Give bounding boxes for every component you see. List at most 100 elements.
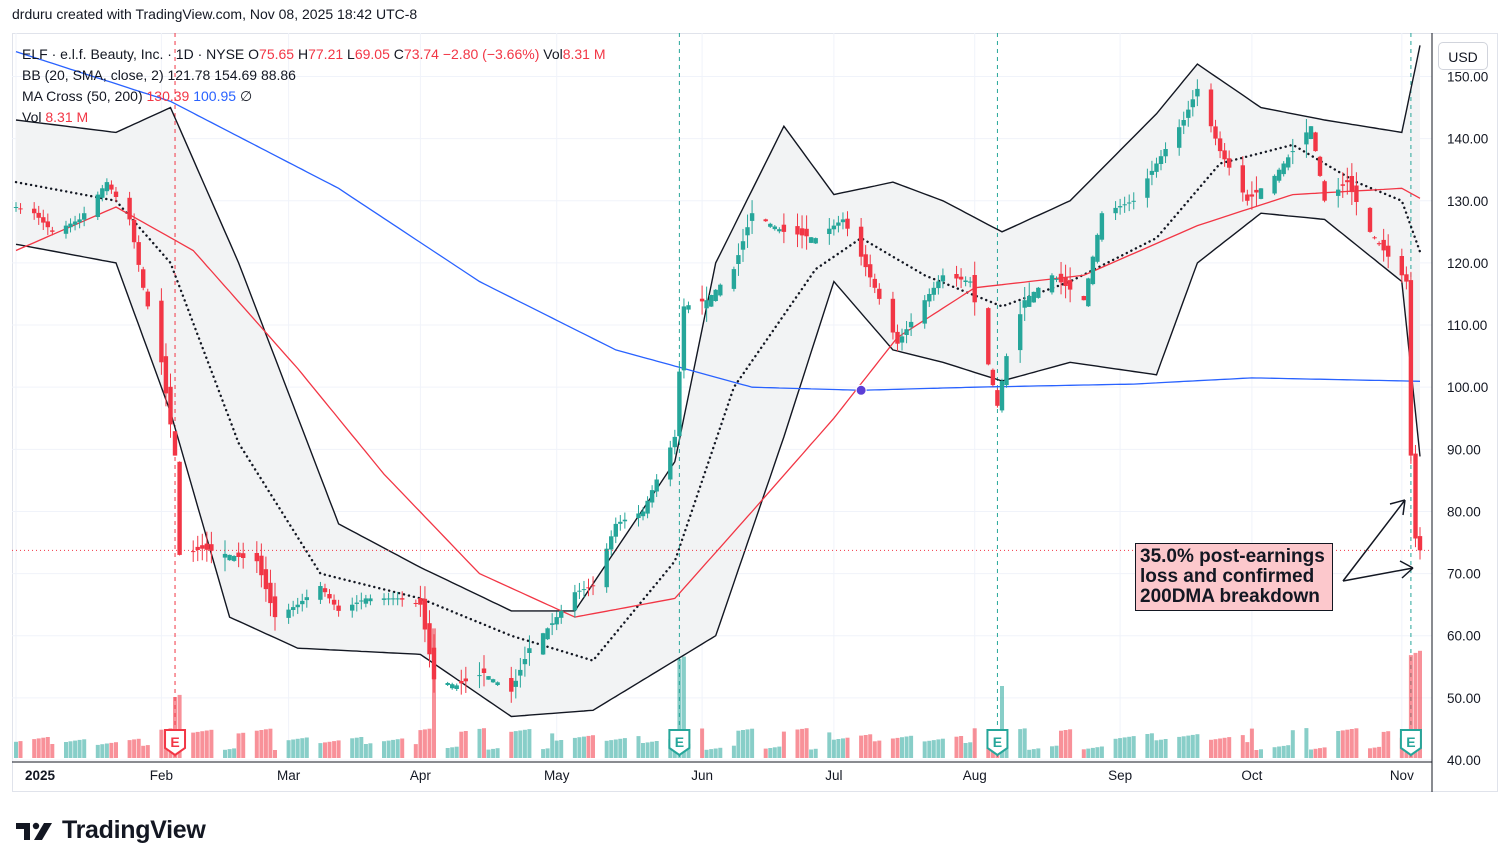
annotation-box[interactable]: 35.0% post-earnings loss and confirmed 2… <box>1135 543 1333 611</box>
volume-bar <box>1322 747 1327 758</box>
candle-body <box>386 598 391 600</box>
volume-bar <box>509 731 514 758</box>
volume-bar <box>609 740 614 758</box>
candle-body <box>922 300 927 324</box>
legend-low: 69.05 <box>354 46 390 62</box>
volume-bar <box>227 749 232 758</box>
candle-body <box>463 678 468 682</box>
volume-bar <box>804 728 809 758</box>
candle-body <box>390 598 396 600</box>
volume-bar <box>1272 747 1277 758</box>
candle-body <box>1417 536 1423 551</box>
volume-bar <box>1195 734 1200 758</box>
volume-bar <box>1309 749 1313 759</box>
volume-bar <box>641 743 645 758</box>
volume-bar <box>768 748 773 758</box>
volume-bar <box>554 740 559 758</box>
candle-body <box>304 597 309 601</box>
legend-vol-label[interactable]: Vol <box>22 109 42 125</box>
candle-body <box>858 226 864 257</box>
candle-body <box>1058 273 1064 283</box>
earnings-badge[interactable] <box>668 729 691 757</box>
y-tick-label: 50.00 <box>1447 691 1481 706</box>
volume-bar <box>450 747 455 758</box>
candle-body <box>618 521 623 524</box>
candle-body <box>1245 194 1250 201</box>
candle-body <box>100 188 105 198</box>
candle-body <box>36 212 41 218</box>
volume-bar <box>681 656 686 758</box>
candle-body <box>1304 132 1309 145</box>
candle-body <box>177 461 182 555</box>
bb-upper-line <box>15 45 1421 612</box>
candle-body <box>581 589 587 591</box>
volume-bar <box>1186 735 1191 758</box>
legend-bb-label[interactable]: BB (20, SMA, close, 2) <box>22 67 164 83</box>
volume-bar <box>613 739 618 758</box>
earnings-badge[interactable] <box>1399 729 1422 757</box>
candle-body <box>109 184 114 190</box>
legend-symbol[interactable]: ELF · e.l.f. Beauty, Inc. · 1D · NYSE <box>22 46 245 62</box>
candle-body <box>745 227 750 236</box>
legend-ma-label[interactable]: MA Cross (50, 200) <box>22 88 143 104</box>
candle-body <box>1154 163 1159 172</box>
legend-high-label: H <box>297 46 309 62</box>
volume-bar <box>495 748 500 758</box>
volume-bar <box>1018 729 1023 758</box>
candle-body <box>172 431 178 456</box>
volume-bar <box>1408 655 1413 758</box>
currency-button[interactable]: USD <box>1438 42 1488 70</box>
candle-body <box>222 553 228 558</box>
candle-body <box>586 587 591 589</box>
candle-body <box>1254 189 1259 193</box>
x-tick-label: Aug <box>963 768 987 783</box>
volume-bar <box>931 740 936 758</box>
candle-body <box>931 287 936 295</box>
earnings-badge[interactable] <box>164 729 187 757</box>
volume-bar <box>859 735 864 758</box>
volume-bar <box>77 739 82 758</box>
volume-bar <box>395 739 400 758</box>
candle-body <box>1131 200 1136 202</box>
volume-bar <box>136 738 141 758</box>
legend-vol-value: 8.31 M <box>45 109 89 125</box>
candle-body <box>781 224 787 232</box>
volume-bar <box>591 735 595 758</box>
legend-vol-row: Vol 8.31 M <box>22 107 606 128</box>
candle-body <box>668 447 673 480</box>
volume-bar <box>513 731 518 758</box>
volume-bar <box>713 748 718 758</box>
candle-body <box>1099 213 1105 240</box>
candle-body <box>640 511 646 517</box>
volume-bar <box>936 739 941 758</box>
volume-bar <box>890 738 895 758</box>
volume-bar <box>209 729 214 758</box>
volume-bar <box>195 731 200 758</box>
earnings-badge[interactable] <box>986 729 1009 757</box>
annotation-line-1: 35.0% post-earnings <box>1140 546 1325 567</box>
volume-bar <box>295 738 300 758</box>
volume-bar <box>1118 738 1123 758</box>
volume-bar <box>1240 735 1245 758</box>
candle-body <box>200 545 205 549</box>
candle-body <box>645 500 650 514</box>
volume-bar <box>781 731 786 758</box>
candle-body <box>954 274 959 279</box>
volume-bar <box>777 746 782 758</box>
legend-close-label: C <box>393 46 404 62</box>
volume-bar <box>895 737 900 758</box>
candle-body <box>1086 278 1091 307</box>
candle-body <box>1067 280 1073 290</box>
candle-body <box>68 223 73 228</box>
candle-body <box>354 602 359 604</box>
candle-body <box>550 623 555 625</box>
candle-body <box>1258 188 1264 199</box>
volume-bar <box>704 749 709 758</box>
volume-bar <box>1163 739 1168 758</box>
y-tick-label: 110.00 <box>1447 318 1487 333</box>
volume-bar <box>318 743 323 758</box>
tradingview-logo[interactable]: TradingView <box>14 816 206 845</box>
candle-body <box>736 255 741 264</box>
ma-cross-point[interactable] <box>855 384 867 396</box>
